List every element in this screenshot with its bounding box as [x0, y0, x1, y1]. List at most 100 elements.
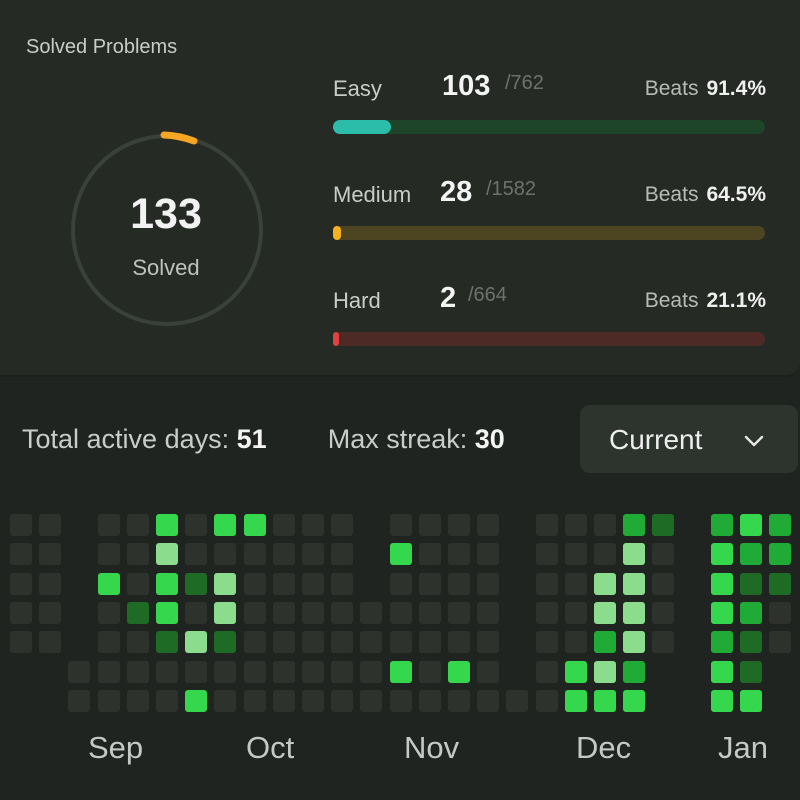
heatmap-cell[interactable] [302, 690, 324, 712]
heatmap-cell[interactable] [769, 514, 791, 536]
heatmap-cell[interactable] [302, 631, 324, 653]
heatmap-cell[interactable] [244, 573, 266, 595]
heatmap-cell[interactable] [360, 690, 382, 712]
heatmap-cell[interactable] [419, 543, 441, 565]
heatmap-cell[interactable] [331, 573, 353, 595]
heatmap-cell[interactable] [769, 631, 791, 653]
heatmap-cell[interactable] [623, 602, 645, 624]
heatmap-cell[interactable] [565, 631, 587, 653]
heatmap-cell[interactable] [39, 602, 61, 624]
heatmap-cell[interactable] [273, 661, 295, 683]
heatmap-cell[interactable] [594, 631, 616, 653]
heatmap-cell[interactable] [98, 514, 120, 536]
heatmap-cell[interactable] [127, 661, 149, 683]
heatmap-cell[interactable] [331, 514, 353, 536]
heatmap-cell[interactable] [477, 602, 499, 624]
heatmap-cell[interactable] [156, 543, 178, 565]
heatmap-cell[interactable] [98, 602, 120, 624]
heatmap-cell[interactable] [390, 602, 412, 624]
heatmap-cell[interactable] [419, 514, 441, 536]
heatmap-cell[interactable] [652, 514, 674, 536]
heatmap-cell[interactable] [536, 661, 558, 683]
heatmap-cell[interactable] [390, 573, 412, 595]
heatmap-cell[interactable] [477, 690, 499, 712]
heatmap-cell[interactable] [302, 661, 324, 683]
heatmap-cell[interactable] [711, 661, 733, 683]
heatmap-cell[interactable] [536, 573, 558, 595]
heatmap-cell[interactable] [214, 514, 236, 536]
heatmap-cell[interactable] [185, 543, 207, 565]
heatmap-cell[interactable] [448, 661, 470, 683]
heatmap-cell[interactable] [331, 602, 353, 624]
heatmap-cell[interactable] [331, 631, 353, 653]
heatmap-cell[interactable] [185, 602, 207, 624]
heatmap-cell[interactable] [623, 661, 645, 683]
period-dropdown[interactable]: Current [580, 405, 798, 473]
heatmap-cell[interactable] [448, 602, 470, 624]
heatmap-cell[interactable] [390, 543, 412, 565]
heatmap-cell[interactable] [711, 690, 733, 712]
heatmap-cell[interactable] [98, 543, 120, 565]
heatmap-cell[interactable] [477, 661, 499, 683]
heatmap-cell[interactable] [594, 514, 616, 536]
heatmap-cell[interactable] [185, 690, 207, 712]
heatmap-cell[interactable] [127, 573, 149, 595]
heatmap-cell[interactable] [214, 602, 236, 624]
heatmap-cell[interactable] [98, 661, 120, 683]
heatmap-cell[interactable] [565, 602, 587, 624]
heatmap-cell[interactable] [39, 543, 61, 565]
heatmap-cell[interactable] [127, 543, 149, 565]
heatmap-cell[interactable] [39, 514, 61, 536]
heatmap-cell[interactable] [711, 602, 733, 624]
heatmap-cell[interactable] [331, 543, 353, 565]
heatmap-cell[interactable] [623, 514, 645, 536]
heatmap-cell[interactable] [623, 573, 645, 595]
heatmap-cell[interactable] [419, 631, 441, 653]
heatmap-cell[interactable] [623, 631, 645, 653]
heatmap-cell[interactable] [39, 573, 61, 595]
heatmap-cell[interactable] [477, 631, 499, 653]
heatmap-cell[interactable] [769, 602, 791, 624]
heatmap-cell[interactable] [302, 573, 324, 595]
heatmap-cell[interactable] [419, 661, 441, 683]
heatmap-cell[interactable] [594, 573, 616, 595]
heatmap-cell[interactable] [740, 543, 762, 565]
heatmap-cell[interactable] [156, 631, 178, 653]
heatmap-cell[interactable] [214, 690, 236, 712]
heatmap-cell[interactable] [10, 631, 32, 653]
heatmap-cell[interactable] [360, 631, 382, 653]
heatmap-cell[interactable] [127, 514, 149, 536]
heatmap-cell[interactable] [68, 690, 90, 712]
heatmap-cell[interactable] [273, 631, 295, 653]
heatmap-cell[interactable] [214, 631, 236, 653]
heatmap-cell[interactable] [390, 661, 412, 683]
heatmap-cell[interactable] [448, 690, 470, 712]
heatmap-cell[interactable] [594, 543, 616, 565]
heatmap-cell[interactable] [98, 573, 120, 595]
heatmap-cell[interactable] [565, 573, 587, 595]
heatmap-cell[interactable] [127, 690, 149, 712]
heatmap-cell[interactable] [477, 514, 499, 536]
heatmap-cell[interactable] [331, 690, 353, 712]
heatmap-cell[interactable] [244, 690, 266, 712]
heatmap-cell[interactable] [448, 573, 470, 595]
heatmap-cell[interactable] [448, 631, 470, 653]
heatmap-cell[interactable] [740, 661, 762, 683]
heatmap-cell[interactable] [10, 573, 32, 595]
heatmap-cell[interactable] [156, 602, 178, 624]
heatmap-cell[interactable] [244, 602, 266, 624]
heatmap-cell[interactable] [127, 631, 149, 653]
heatmap-cell[interactable] [565, 690, 587, 712]
heatmap-cell[interactable] [390, 631, 412, 653]
heatmap-cell[interactable] [652, 573, 674, 595]
heatmap-cell[interactable] [448, 543, 470, 565]
heatmap-cell[interactable] [185, 573, 207, 595]
heatmap-cell[interactable] [390, 514, 412, 536]
heatmap-cell[interactable] [98, 631, 120, 653]
heatmap-cell[interactable] [185, 661, 207, 683]
heatmap-cell[interactable] [302, 602, 324, 624]
heatmap-cell[interactable] [769, 543, 791, 565]
heatmap-cell[interactable] [10, 602, 32, 624]
heatmap-cell[interactable] [536, 543, 558, 565]
heatmap-cell[interactable] [623, 690, 645, 712]
